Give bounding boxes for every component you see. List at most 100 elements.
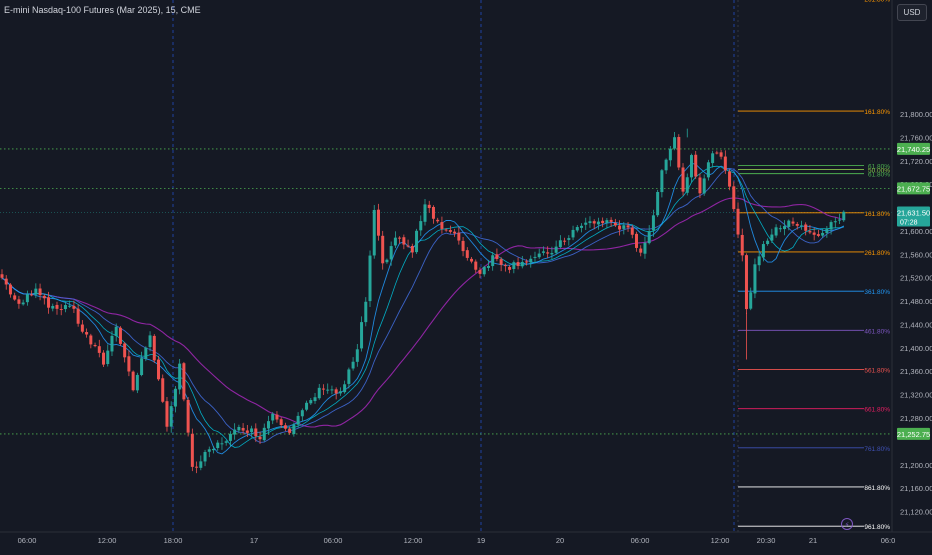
level-price-tag bbox=[897, 427, 930, 440]
candle-body bbox=[97, 346, 101, 353]
candle-body bbox=[118, 327, 122, 344]
fib-level-label: 50.00% bbox=[868, 168, 890, 175]
candle-body bbox=[292, 424, 296, 435]
candle-body bbox=[389, 246, 393, 260]
candle-body bbox=[770, 234, 774, 241]
price-tick-label: 21,720.00 bbox=[900, 157, 932, 166]
candle-body bbox=[588, 221, 592, 224]
candle-body bbox=[812, 232, 816, 235]
candle-body bbox=[169, 406, 173, 427]
fib-level-label: 61.80% bbox=[868, 163, 890, 170]
candle-body bbox=[465, 250, 469, 258]
candle-body bbox=[550, 253, 554, 255]
time-tick-label: 20 bbox=[556, 536, 564, 545]
candle-body bbox=[482, 266, 486, 275]
candle-body bbox=[643, 242, 647, 254]
candle-body bbox=[596, 221, 600, 225]
candle-body bbox=[296, 415, 300, 425]
alert-icon[interactable] bbox=[841, 518, 853, 530]
price-tick-label: 21,600.00 bbox=[900, 227, 932, 236]
candle-body bbox=[42, 295, 46, 299]
price-tick-label: 21,520.00 bbox=[900, 274, 932, 283]
candle-body bbox=[829, 222, 833, 230]
candle-body bbox=[148, 335, 152, 348]
price-axis-bg bbox=[892, 0, 932, 550]
ma-fast-line bbox=[1, 162, 845, 455]
candle-body bbox=[207, 449, 211, 452]
time-tick-label: 12:00 bbox=[711, 536, 730, 545]
candle-body bbox=[563, 240, 567, 242]
candle-body bbox=[778, 228, 782, 230]
candle-body bbox=[102, 352, 106, 365]
level-price-tag bbox=[897, 182, 930, 195]
candle-body bbox=[753, 264, 757, 294]
candle-body bbox=[4, 278, 8, 285]
candle-body bbox=[635, 233, 638, 248]
candle-body bbox=[508, 266, 512, 270]
bar-countdown-label: 07:28 bbox=[900, 220, 918, 227]
candle-body bbox=[419, 221, 423, 231]
candle-body bbox=[250, 428, 254, 433]
candle-body bbox=[406, 245, 410, 247]
candle-body bbox=[80, 324, 84, 332]
candle-body bbox=[228, 433, 232, 441]
candle-body bbox=[364, 301, 368, 323]
candle-body bbox=[38, 288, 42, 296]
candle-body bbox=[533, 256, 537, 258]
candle-body bbox=[461, 240, 465, 252]
candle-body bbox=[76, 308, 80, 324]
candle-body bbox=[220, 443, 224, 445]
candle-body bbox=[630, 227, 634, 235]
candle-body bbox=[51, 306, 55, 309]
candle-body bbox=[571, 229, 575, 238]
time-axis[interactable]: 06:00 12:00 18:00 17 06:00 12:00 19 20 06:00 12:0… bbox=[0, 531, 932, 545]
candle-body bbox=[182, 363, 186, 400]
candle-body bbox=[668, 148, 672, 161]
candles bbox=[0, 128, 846, 474]
candle-body bbox=[444, 229, 448, 231]
candle-body bbox=[601, 220, 605, 224]
candle-body bbox=[491, 255, 495, 267]
price-axis[interactable]: 21,800.0021,760.0021,720.0021,680.0021,6… bbox=[891, 0, 932, 550]
candle-body bbox=[529, 258, 533, 263]
ma-mid-line bbox=[1, 165, 844, 448]
candle-body bbox=[681, 167, 685, 192]
level-price-label: 21,740.25 bbox=[897, 145, 930, 154]
candle-body bbox=[338, 391, 342, 394]
last-price-tag bbox=[897, 206, 930, 227]
candle-body bbox=[503, 265, 507, 267]
last-price-label: 21,631.50 bbox=[897, 209, 930, 218]
fib-level-label: 861.80% bbox=[864, 485, 890, 492]
currency-button[interactable]: USD bbox=[897, 4, 927, 21]
candle-body bbox=[495, 254, 499, 259]
candle-body bbox=[305, 402, 309, 410]
candle-body bbox=[740, 234, 744, 256]
fib-level-label: 161.80% bbox=[864, 109, 890, 116]
time-tick-label: 18:00 bbox=[164, 536, 183, 545]
candle-body bbox=[275, 414, 279, 420]
ma-blue-line bbox=[1, 167, 844, 443]
price-tick-label: 21,200.00 bbox=[900, 461, 932, 470]
candle-body bbox=[368, 255, 372, 302]
ma-slow-line bbox=[1, 197, 844, 428]
candle-body bbox=[457, 232, 461, 241]
candle-body bbox=[25, 294, 29, 303]
candle-body bbox=[423, 204, 427, 222]
time-tick-label: 17 bbox=[250, 536, 258, 545]
candle-body bbox=[592, 221, 596, 224]
candle-body bbox=[224, 441, 228, 443]
candle-body bbox=[372, 209, 376, 256]
price-tick-label: 21,440.00 bbox=[900, 320, 932, 329]
candle-body bbox=[787, 220, 791, 227]
candle-body bbox=[618, 225, 622, 230]
candle-body bbox=[706, 162, 710, 178]
candle-body bbox=[799, 225, 803, 227]
candle-body bbox=[453, 231, 457, 234]
candle-body bbox=[317, 387, 321, 399]
fib-extension: 261.80% 161.80% 61.80%50.00%61.80% 161.80% 2… bbox=[737, 0, 890, 532]
misc: ⚡ bbox=[841, 518, 853, 530]
candle-body bbox=[271, 413, 275, 421]
candle-body bbox=[34, 288, 38, 295]
